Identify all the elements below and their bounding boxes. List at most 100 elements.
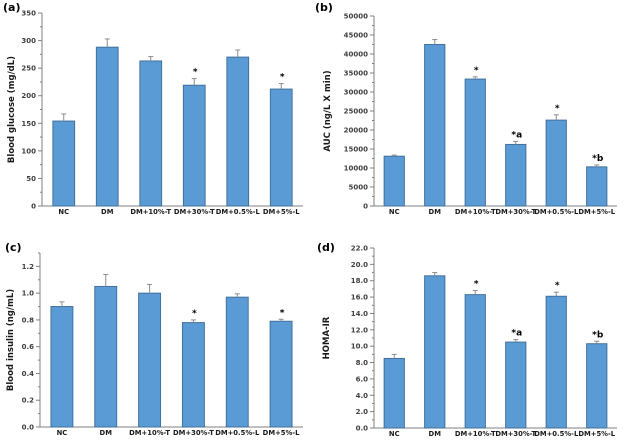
y-tick-label: 10000 [344, 165, 368, 173]
x-tick-label: DM+5%-L [578, 430, 615, 438]
y-tick-label: 45000 [344, 32, 368, 40]
y-tick-label: 14.0 [351, 310, 368, 318]
chart-d: 0.0 2.0 4.0 6.0 8.0 10.0 12.0 14.0 16.0 18.0 20.0 2… [322, 245, 617, 438]
y-tick-label: 150 [21, 120, 36, 128]
y-tick-label: 50000 [344, 13, 368, 21]
chart-c: 0.0 0.2 0.4 0.6 0.8 1.0 1.2 Blood insulin (ng/m… [6, 252, 303, 437]
y-tick-label: 1.2 [22, 263, 35, 271]
bar-DM+10%-T [464, 294, 486, 429]
x-tick-label: DM+0.5%-L [216, 208, 261, 216]
significance-label: * [192, 309, 197, 319]
y-tick-label: 35000 [344, 70, 368, 78]
y-tick-label: 1.0 [22, 290, 35, 298]
x-tick-label: DM+30%-T [495, 430, 536, 438]
significance-label: * [474, 66, 479, 76]
y-axis-title: AUC (ng/L X min) [323, 70, 333, 151]
panel-label-b: (b) [315, 1, 333, 14]
y-axis-title: Blood insulin (ng/mL) [6, 289, 16, 391]
y-tick-label: 20.0 [351, 261, 368, 269]
x-tick-label: DM+10%-T [129, 429, 170, 437]
bar-NC [383, 155, 405, 207]
panel-label-a: (a) [3, 1, 21, 14]
y-tick-label: 250 [21, 65, 36, 73]
y-tick-label: 4.0 [356, 392, 369, 400]
significance-label: *a [511, 130, 522, 140]
bar-DM+5%-L [269, 88, 293, 207]
bar-DM+0.5%-L [225, 296, 249, 428]
x-tick-label: DM+5%-L [263, 208, 300, 216]
bar-DM+10%-T [139, 60, 163, 207]
y-tick-label: 50 [26, 175, 36, 183]
x-tick-label: DM+0.5%-L [534, 208, 579, 216]
bar-NC [383, 357, 405, 429]
bar-DM+5%-L [586, 343, 608, 429]
y-axis-title: Blood glucose (mg/dL) [7, 56, 17, 163]
y-tick-label: 350 [21, 10, 36, 18]
x-tick-label: DM+10%-T [455, 208, 496, 216]
bar-DM+0.5%-L [545, 295, 567, 429]
y-tick-label: 0 [363, 203, 368, 211]
bar-DM+30%-T [181, 322, 205, 428]
y-tick-label: 25000 [344, 108, 368, 116]
y-tick-label: 200 [21, 92, 36, 100]
significance-label: *a [511, 329, 522, 339]
significance-label: *b [592, 330, 604, 340]
y-tick-label: 0.6 [22, 343, 35, 351]
bar-DM [424, 44, 446, 207]
chart-b: 0 5000 10000 15000 20000 25000 30000 35000 40000… [323, 13, 617, 216]
bar-NC [52, 120, 76, 207]
y-tick-label: 8.0 [356, 359, 369, 367]
y-tick-label: 0.2 [22, 397, 35, 405]
y-tick-label: 6.0 [356, 375, 369, 383]
bar-DM+0.5%-L [226, 56, 250, 207]
y-tick-label: 300 [21, 37, 36, 45]
bar-DM [95, 46, 119, 207]
y-tick-label: 18.0 [351, 277, 368, 285]
significance-label: *b [592, 154, 604, 164]
y-tick-label: 0.0 [356, 425, 369, 433]
y-tick-label: 5000 [349, 184, 369, 192]
bar-DM+30%-T [505, 341, 527, 429]
y-tick-label: 20000 [344, 127, 368, 135]
y-tick-label: 12.0 [351, 326, 368, 334]
x-tick-label: DM+30%-T [173, 429, 214, 437]
bar-DM+0.5%-L [545, 119, 567, 207]
y-tick-label: 15000 [344, 146, 368, 154]
x-tick-label: DM+10%-T [455, 430, 496, 438]
y-axis-title: HOMA-IR [322, 316, 332, 359]
x-tick-label: DM [429, 430, 442, 438]
x-tick-label: DM+30%-T [495, 208, 536, 216]
panel-label-d: (d) [317, 241, 335, 254]
y-tick-label: 0.4 [22, 370, 35, 378]
bar-DM+5%-L [586, 166, 608, 207]
bar-DM [94, 285, 118, 428]
y-tick-label: 2.0 [356, 408, 369, 416]
panel-d: (d) 0.0 2.0 4.0 6.0 8.0 10.0 12.0 14.0 16.0 18.0 2… [312, 220, 624, 441]
y-tick-label: 100 [21, 147, 36, 155]
bar-DM+10%-T [464, 78, 486, 207]
x-tick-label: NC [58, 208, 69, 216]
significance-label: * [193, 68, 198, 78]
significance-label: * [280, 73, 285, 83]
x-tick-label: DM [429, 208, 442, 216]
x-tick-label: DM+0.5%-L [215, 429, 260, 437]
x-tick-label: DM [101, 208, 114, 216]
bar-DM+30%-T [182, 84, 206, 207]
bar-DM+30%-T [505, 143, 527, 207]
y-tick-label: 40000 [344, 51, 368, 59]
y-tick-label: 10.0 [351, 343, 368, 351]
significance-label: * [280, 308, 285, 318]
x-tick-label: DM [100, 429, 113, 437]
bar-DM+10%-T [138, 292, 162, 428]
x-tick-label: NC [389, 430, 400, 438]
significance-label: * [474, 280, 479, 290]
x-tick-label: NC [389, 208, 400, 216]
x-tick-label: DM+5%-L [578, 208, 615, 216]
y-tick-label: 16.0 [351, 294, 368, 302]
y-tick-label: 22.0 [351, 245, 368, 253]
panel-label-c: (c) [5, 241, 22, 254]
y-tick-label: 0.8 [22, 316, 35, 324]
x-tick-label: DM+0.5%-L [534, 430, 579, 438]
panel-b: (b) 0 5000 10000 15000 20000 25000 30000 35000 4… [312, 0, 624, 220]
